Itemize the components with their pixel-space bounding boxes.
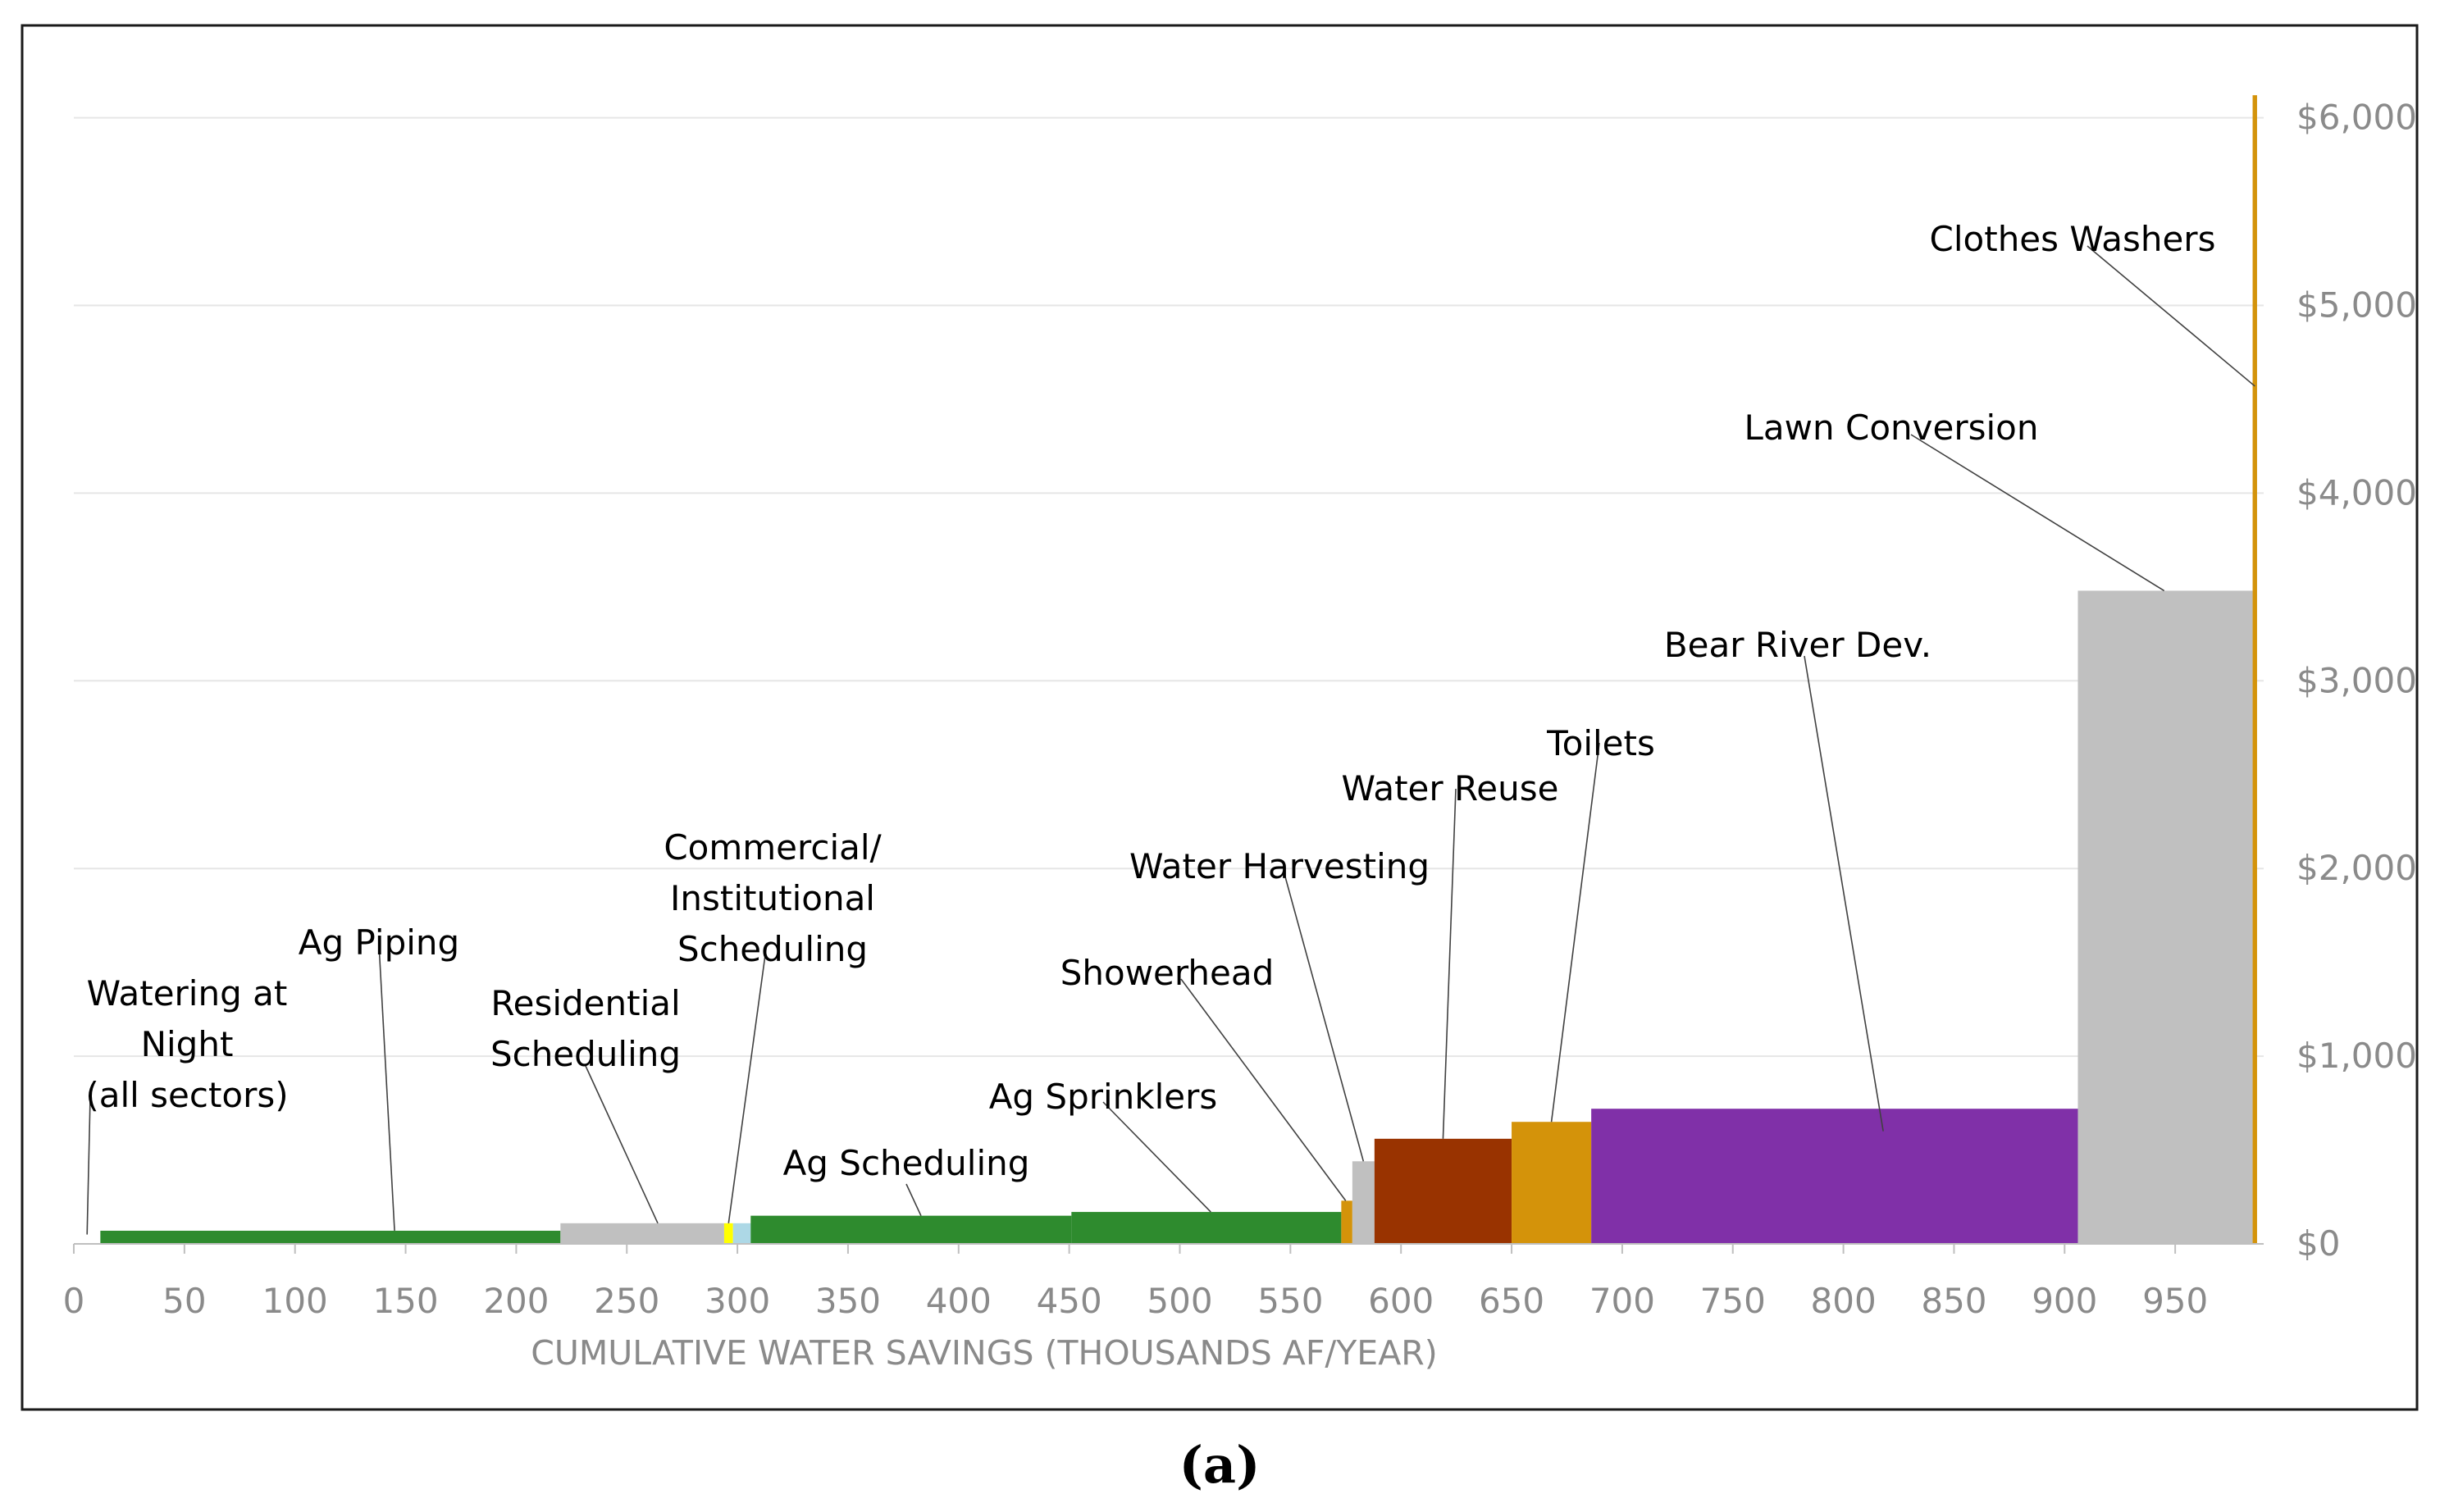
annotation-label: Water Reuse [1342,768,1559,808]
annotation-label: Residential [490,983,680,1023]
x-tick-label: 600 [1368,1281,1434,1321]
bars [100,95,2257,1245]
bar-water-harvesting [1352,1161,1375,1244]
x-tick-label: 100 [262,1281,328,1321]
bar-watering-at-night-all-sectors- [100,1230,561,1244]
annotation-label: Commercial/ [664,827,882,868]
annotation-label: Showerhead [1060,953,1275,993]
bar-ag-sprinklers [1071,1212,1342,1244]
bar-showerhead [1341,1200,1352,1244]
annotation-leader [86,1096,91,1235]
y-tick-label: $1,000 [2296,1036,2417,1076]
bar-commercial-institutional-scheduling-2- [732,1223,751,1244]
annotation-label: Lawn Conversion [1744,408,2039,448]
annotation-leader [1910,434,2165,592]
x-tick-label: 950 [2142,1281,2208,1321]
x-tick-label: 0 [63,1281,85,1321]
annotation-leader [585,1065,659,1224]
x-tick-label: 800 [1811,1281,1877,1321]
annotation-leader [1102,1101,1211,1213]
annotation-label: (all sectors) [85,1075,288,1115]
y-tick-label: $4,000 [2296,472,2417,512]
x-tick-label: 500 [1147,1281,1212,1321]
bar-clothes-washers [2252,95,2257,1245]
annotation-leader [2087,245,2255,387]
bar-commercial-institutional-scheduling [723,1223,733,1244]
x-axis-title: CUMULATIVE WATER SAVINGS (THOUSANDS AF/Y… [531,1333,1437,1373]
x-tick-label: 50 [162,1281,206,1321]
y-tick-label: $0 [2296,1223,2340,1264]
x-tick-label: 850 [1921,1281,1986,1321]
x-tick-label: 650 [1479,1281,1544,1321]
bar-toilets [1512,1122,1592,1244]
axes: $0 $1,000 $2,000 $3,000 $4,000 $5,000 $6,000 0 5… [63,98,2417,1321]
annotation-label: Ag Scheduling [783,1143,1030,1183]
annotation-label: Clothes Washers [1930,219,2216,259]
x-tick-label: 700 [1589,1281,1655,1321]
annotation-label: Scheduling [677,929,868,969]
figure-caption: (a) [1179,1435,1261,1495]
annotation-leader [905,1183,922,1217]
y-tick-label: $5,000 [2296,285,2417,326]
annotation-leader [1180,978,1347,1201]
annotation-leader [378,943,395,1232]
annotation-label: Institutional [670,878,875,918]
annotation-leaders [86,245,2255,1235]
bar-bear-river-dev- [1591,1109,2078,1244]
annotation-label: Watering at [87,973,288,1013]
annotation-leader [1804,655,1884,1132]
y-tick-label: $3,000 [2296,660,2417,700]
annotation-label: Scheduling [490,1034,681,1074]
x-tick-label: 250 [594,1281,659,1321]
x-tick-label: 300 [705,1281,770,1321]
x-tick-label: 900 [2032,1281,2097,1321]
y-tick-label: $6,000 [2296,98,2417,138]
annotation-leader [1283,870,1365,1162]
x-tick-label: 350 [815,1281,881,1321]
bar-water-reuse [1374,1138,1512,1244]
annotation-leader [1442,788,1457,1139]
bar-residential-scheduling [560,1223,724,1244]
x-tick-label: 150 [372,1281,438,1321]
annotation-leader [727,942,768,1223]
grid-lines [74,116,2264,1058]
x-tick-label: 450 [1037,1281,1102,1321]
bar-ag-scheduling [750,1215,1072,1244]
annotation-leader [1550,742,1600,1123]
annotations: Watering at Night (all sectors) Ag Piping Re… [85,219,2215,1183]
y-tick-label: $2,000 [2296,848,2417,888]
annotation-label: Night [141,1024,234,1064]
annotation-label: Bear River Dev. [1664,625,1931,665]
x-tick-label: 550 [1257,1281,1323,1321]
x-tick-label: 400 [926,1281,992,1321]
annotation-label: Ag Sprinklers [989,1077,1218,1117]
annotation-label: Water Harvesting [1129,846,1430,886]
bar-lawn-conversion [2077,590,2253,1244]
annotation-label: Ag Piping [299,922,459,963]
x-tick-label: 750 [1700,1281,1766,1321]
annotation-label: Toilets [1546,723,1655,763]
x-tick-label: 200 [483,1281,549,1321]
